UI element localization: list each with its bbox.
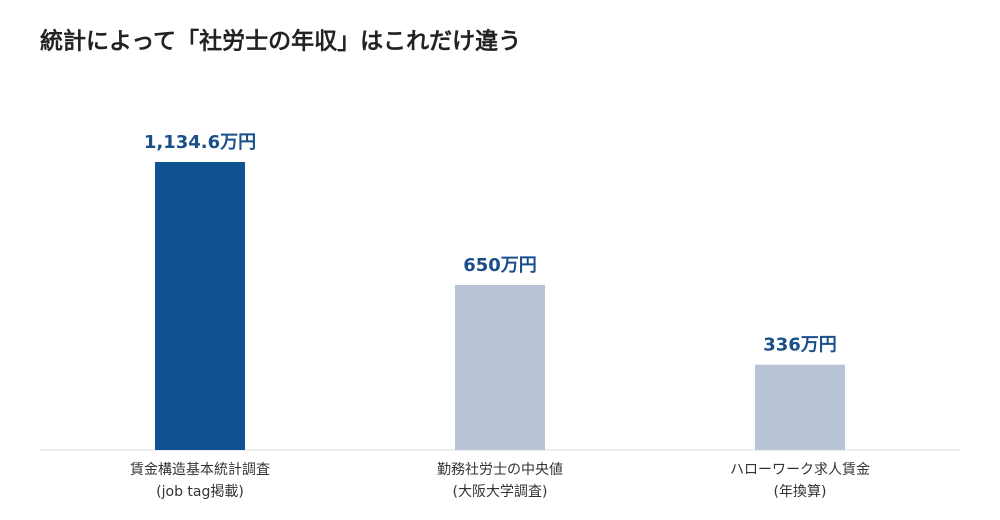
x-tick-label: (大阪大学調査) [453,484,548,500]
x-tick-label: 賃金構造基本統計調査 [130,461,270,478]
x-tick-label: (job tag掲載) [156,484,244,500]
value-label: 1,134.6万円 [144,132,256,153]
x-tick-label: ハローワーク求人賃金 [730,462,870,478]
bar [755,364,845,450]
value-label: 336万円 [763,335,837,356]
chart-title: 統計によって「社労士の年収」はこれだけ違う [40,28,521,55]
bar [455,285,545,450]
x-tick-label: 勤務社労士の中央値 [437,462,563,478]
bar [155,162,245,450]
value-label: 650万円 [463,255,537,276]
x-tick-label: (年換算) [774,484,827,500]
